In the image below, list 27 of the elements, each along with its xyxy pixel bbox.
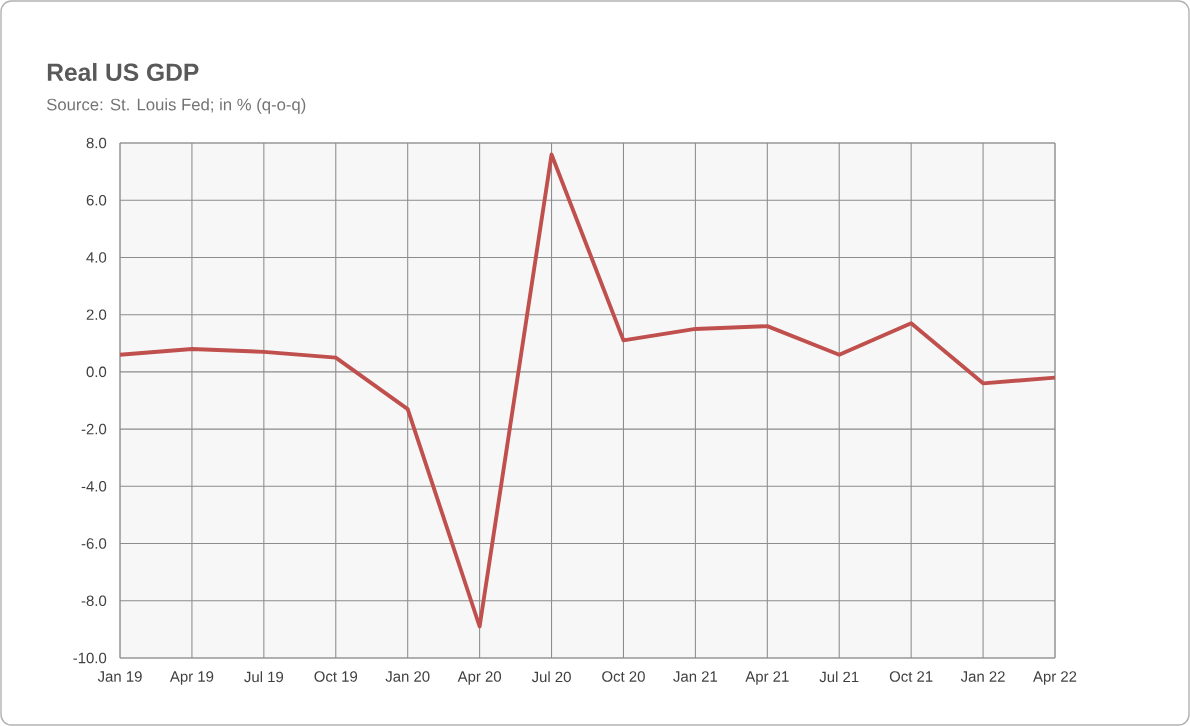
x-tick-label: Jan 19 (97, 671, 142, 682)
y-tick-label: 6.0 (86, 194, 107, 206)
x-tick-label: Apr 19 (169, 671, 214, 685)
x-tick-label: Apr 20 (457, 671, 502, 685)
x-tick-label: Oct 20 (602, 671, 645, 682)
x-tick-label: Jul 19 (244, 671, 284, 683)
y-tick-label: 8.0 (86, 137, 107, 149)
x-tick-label: Jan 20 (385, 671, 430, 682)
x-tick-label: Jan 21 (673, 671, 718, 682)
y-tick-label: -8.0 (81, 595, 107, 607)
x-tick-label: Oct 21 (889, 671, 933, 682)
y-tick-label: 0.0 (86, 366, 107, 378)
x-tick-label: Apr 22 (1033, 671, 1077, 685)
x-tick-label: Jul 20 (531, 671, 571, 683)
y-tick-label: 4.0 (86, 252, 107, 263)
x-tick-label: Apr 21 (745, 671, 789, 685)
chart-title: Real US GDP (47, 62, 199, 82)
y-tick-label: -2.0 (81, 423, 107, 435)
line-series (118, 152, 1057, 629)
y-tick-label: -10.0 (73, 652, 107, 664)
y-tick-label: -6.0 (81, 538, 107, 549)
x-tick-label: Jan 22 (960, 671, 1005, 682)
y-tick-label: 2.0 (86, 309, 107, 320)
x-tick-label: Jul 21 (819, 671, 859, 683)
x-tick-label: Oct 19 (314, 671, 358, 682)
y-tick-label: -4.0 (81, 481, 107, 492)
chart-subtitle: Source: St. Louis Fed; in % (q-o-q) (46, 98, 306, 114)
